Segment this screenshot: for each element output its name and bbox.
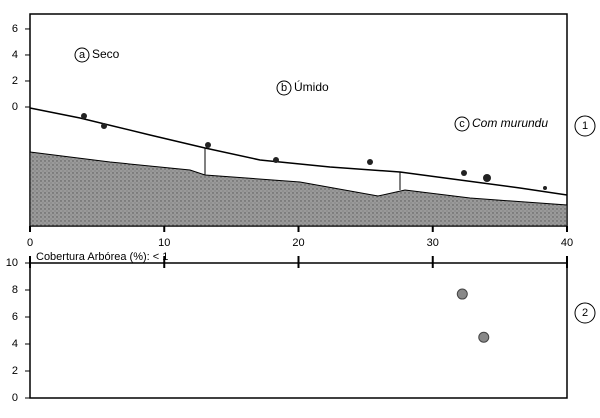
zone-letter: b (281, 82, 287, 94)
y-tick-label: 10 (6, 257, 18, 269)
x-tick-label: 20 (292, 237, 304, 249)
y-tick-label: 2 (12, 365, 18, 377)
y-tick-label: 0 (12, 392, 18, 404)
substrate (29, 151, 568, 227)
zone-letter: c (459, 118, 465, 130)
zone-label: Úmido (294, 79, 329, 94)
y-tick-label: 8 (12, 284, 18, 296)
panel-number: 1 (582, 120, 588, 132)
y-tick-label: 6 (12, 311, 18, 323)
cover-point (456, 288, 468, 300)
zone-badge (276, 80, 292, 96)
y-tick-label: 0 (12, 101, 18, 113)
surface (29, 107, 568, 196)
zone-letter: a (79, 49, 86, 61)
x-tick-label: 40 (561, 237, 573, 249)
zone-label: Seco (92, 47, 120, 61)
y-tick-label: 4 (12, 49, 18, 61)
cover-frame (29, 262, 568, 399)
x-tick-label: 10 (158, 237, 170, 249)
x-tick-label: 0 (27, 237, 33, 249)
x-tick-label: 30 (427, 237, 439, 249)
y-tick-label: 2 (12, 75, 18, 87)
vegetation (81, 113, 547, 190)
panel-badge (574, 115, 596, 137)
zone-label: Com murundu (472, 116, 548, 130)
cover-point (478, 331, 490, 343)
panel-badge (574, 302, 596, 324)
panel-number: 2 (582, 307, 588, 319)
zone-badge (454, 116, 470, 132)
y-tick-label: 6 (12, 23, 18, 35)
y-tick-label: 4 (12, 338, 18, 350)
zone-badge (74, 47, 90, 63)
cover-note: Cobertura Arbórea (%): < 1 (36, 251, 168, 263)
